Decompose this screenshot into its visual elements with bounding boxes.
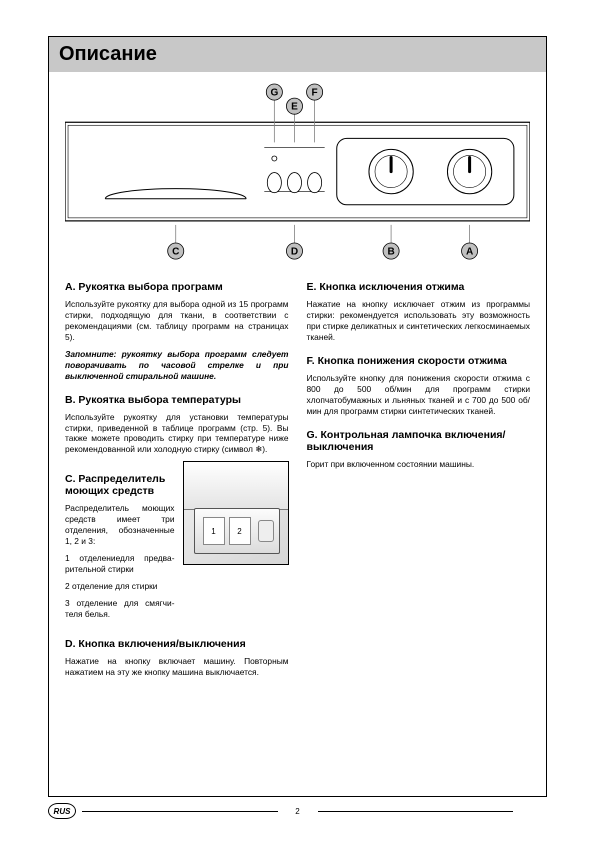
section-c-line3: 3 отделение для смягчи­теля белья. (65, 598, 175, 620)
section-f-text: Используйте кнопку для понижения скорост… (307, 373, 531, 417)
section-d-heading: D. Кнопка включения/выключения (65, 638, 289, 650)
section-g-heading: G. Контрольная лампочка включения/ выклю… (307, 429, 531, 453)
svg-text:G: G (270, 88, 278, 99)
section-e-heading: E. Кнопка исключения отжима (307, 281, 531, 293)
drawer-slot-1: 1 (203, 517, 225, 545)
svg-text:E: E (291, 102, 298, 113)
page-title: Описание (49, 37, 546, 72)
svg-text:D: D (291, 247, 298, 258)
section-c-line2: 2 отделение для стирки (65, 581, 175, 592)
section-c-line1: 1 отделениедля предва­рительной стирки (65, 553, 175, 575)
section-d-text: Нажатие на кнопку включает машину. Повто… (65, 656, 289, 678)
section-b-text: Используйте рукоятку для установки темпе… (65, 412, 289, 456)
section-c-intro: Распределитель моющих средств имеет три … (65, 503, 175, 547)
section-a-heading: A. Рукоятка выбора программ (65, 281, 289, 293)
language-badge: RUS (48, 803, 76, 819)
footer-rule-right (318, 811, 514, 812)
detergent-drawer-photo: 1 2 (183, 461, 289, 565)
left-column: A. Рукоятка выбора программ Используйте … (65, 269, 289, 683)
svg-text:F: F (312, 88, 318, 99)
footer-rule-left (82, 811, 278, 812)
right-column: E. Кнопка исключения отжима Нажатие на к… (307, 269, 531, 683)
control-panel-diagram: G E F C D B A (49, 72, 546, 263)
drawer-slot-3 (255, 517, 277, 545)
section-a-note: Запомните: рукоятку выбора программ след… (65, 349, 289, 382)
svg-text:A: A (466, 247, 473, 258)
page-footer: RUS 2 (48, 803, 547, 819)
section-g-text: Горит при включенном состоянии машины. (307, 459, 531, 470)
page-frame: Описание G E F C D B A A. Рукоятка выбора прог… (48, 36, 547, 797)
section-a-text: Используйте рукоятку для выбора одной из… (65, 299, 289, 343)
svg-text:C: C (172, 247, 179, 258)
section-c-heading: C. Распределитель моющих средств (65, 473, 175, 497)
drawer-slot-2: 2 (229, 517, 251, 545)
page-number: 2 (284, 807, 312, 816)
content-columns: A. Рукоятка выбора программ Используйте … (49, 263, 546, 683)
svg-text:B: B (387, 247, 394, 258)
section-b-heading: B. Рукоятка выбора температуры (65, 394, 289, 406)
section-f-heading: F. Кнопка понижения скорости отжима (307, 355, 531, 367)
section-e-text: Нажатие на кнопку исключает отжим из про… (307, 299, 531, 343)
